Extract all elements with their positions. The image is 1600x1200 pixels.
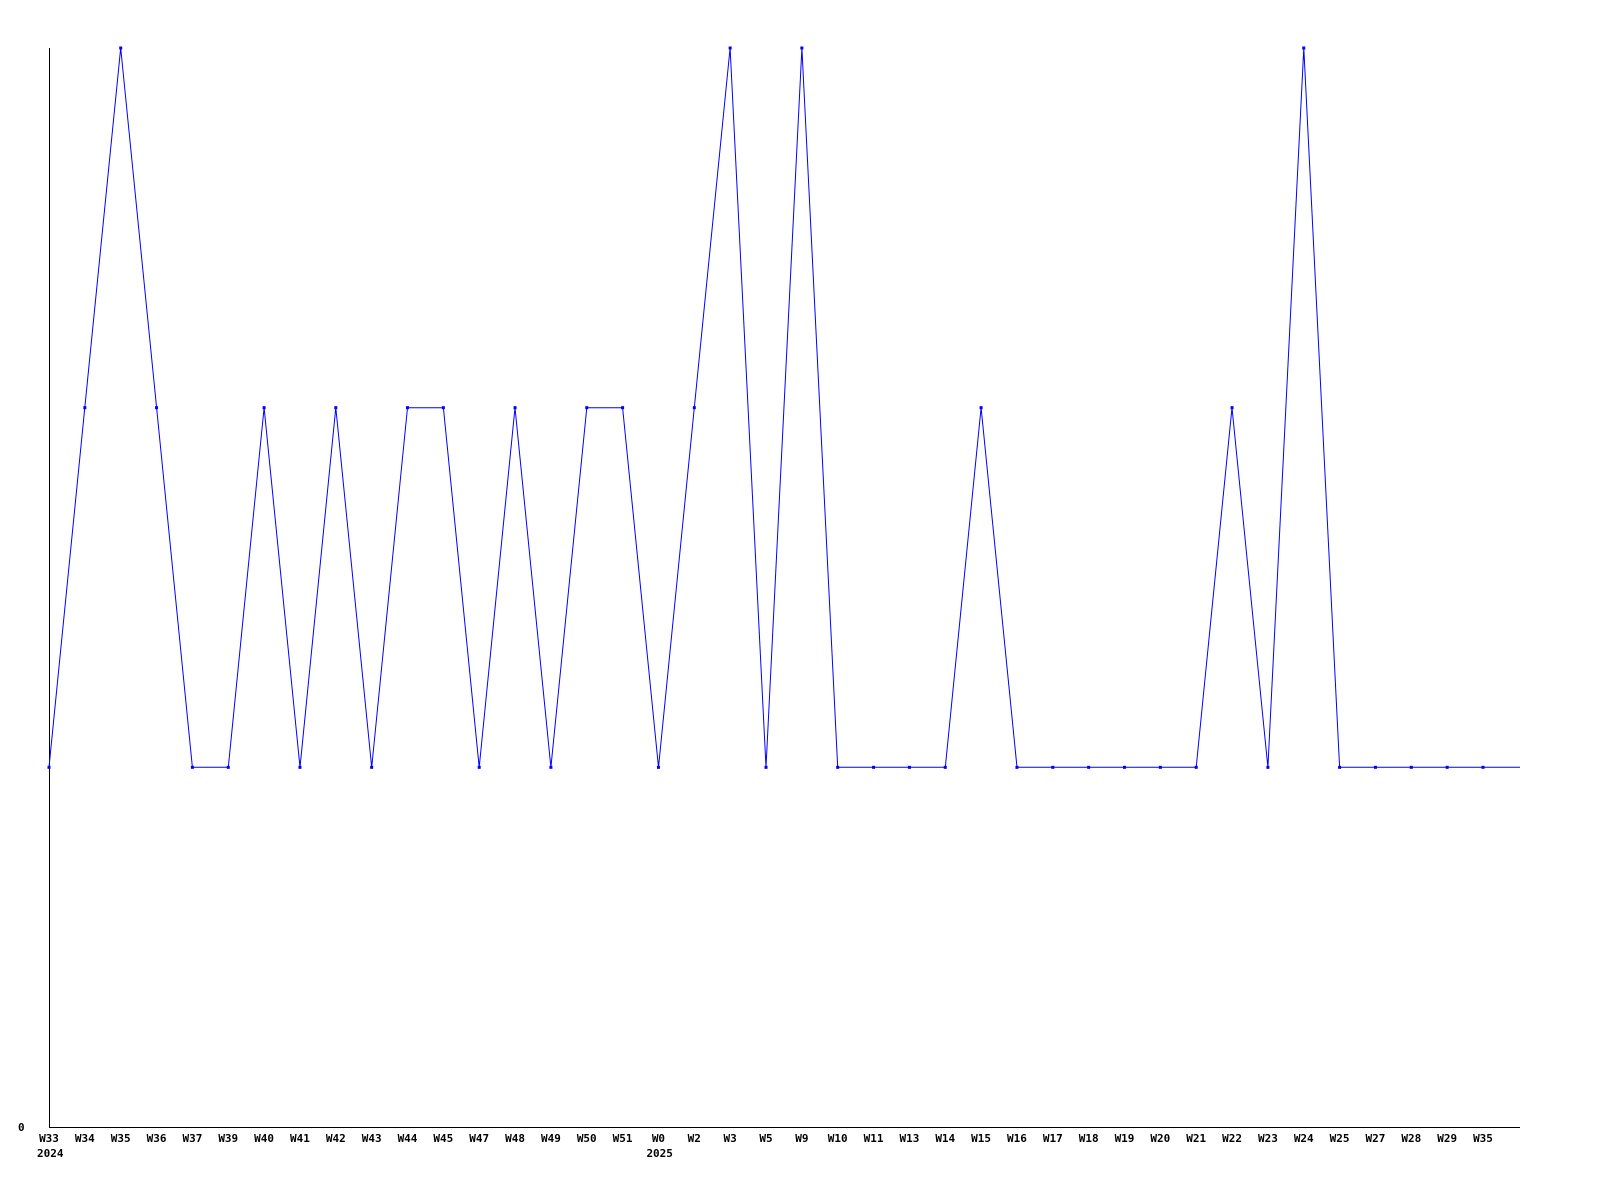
data-point [549,765,553,769]
data-point [1409,765,1413,769]
x-tick-label: W28 [1401,1132,1421,1145]
x-tick-label: W13 [899,1132,919,1145]
data-point [83,406,87,410]
x-tick-label: W33 [39,1132,59,1145]
data-point [621,406,625,410]
x-tick-label: W20 [1150,1132,1170,1145]
data-point [656,765,660,769]
data-point [943,765,947,769]
data-point [1445,765,1449,769]
x-tick-label: W14 [935,1132,955,1145]
x-tick-label: W9 [795,1132,808,1145]
x-tick-label: W11 [864,1132,884,1145]
x-tick-label: W22 [1222,1132,1242,1145]
data-point [800,46,804,50]
x-tick-label: W43 [362,1132,382,1145]
data-point [1266,765,1270,769]
data-point [1481,765,1485,769]
data-point [441,406,445,410]
x-tick-label: W35 [1473,1132,1493,1145]
x-tick-label: W0 [652,1132,665,1145]
data-point [764,765,768,769]
data-point [190,765,194,769]
x-tick-label: W50 [577,1132,597,1145]
x-tick-label: W48 [505,1132,525,1145]
x-tick-label: W19 [1115,1132,1135,1145]
data-point [836,765,840,769]
data-point [692,406,696,410]
data-point [907,765,911,769]
x-tick-label: W27 [1366,1132,1386,1145]
data-point [155,406,159,410]
data-point [1087,765,1091,769]
data-point [979,406,983,410]
x-tick-label: W49 [541,1132,561,1145]
data-point [1230,406,1234,410]
x-tick-label: W24 [1294,1132,1314,1145]
data-point [1051,765,1055,769]
data-point [262,406,266,410]
x-tick-label: W3 [724,1132,737,1145]
x-tick-label: W16 [1007,1132,1027,1145]
x-tick-label: W51 [613,1132,633,1145]
x-tick-label: W35 [111,1132,131,1145]
data-point [334,406,338,410]
x-tick-label: W42 [326,1132,346,1145]
x-tick-label: W44 [398,1132,418,1145]
x-tick-label: W36 [147,1132,167,1145]
x-tick-label: W34 [75,1132,95,1145]
x-tick-label: W25 [1330,1132,1350,1145]
data-point [1123,765,1126,769]
x-tick-label: W29 [1437,1132,1457,1145]
data-point [872,765,876,769]
x-tick-label: W21 [1186,1132,1206,1145]
data-point [513,406,517,410]
data-point [298,765,302,769]
data-point [406,406,409,410]
data-point [728,46,732,50]
data-point [370,765,374,769]
data-point [1015,765,1019,769]
series-line [48,47,1520,768]
data-point [477,765,481,769]
x-tick-label: W18 [1079,1132,1099,1145]
data-point [1338,765,1342,769]
x-tick-label: W47 [469,1132,489,1145]
x-tick-label: W15 [971,1132,991,1145]
data-point [1302,46,1306,50]
x-tick-label: W41 [290,1132,310,1145]
data-point [226,765,230,769]
x-tick-label: W17 [1043,1132,1063,1145]
y-tick-label: 0 [18,1121,25,1134]
x-tick-label: W40 [254,1132,274,1145]
x-tick-label: W5 [759,1132,772,1145]
x-tick-label: W45 [433,1132,453,1145]
data-point [1158,765,1162,769]
x-tick-label: W23 [1258,1132,1278,1145]
data-point [1194,765,1198,769]
data-point [47,765,51,769]
data-point [585,406,589,410]
data-point [119,46,123,50]
year-label: 2024 [37,1147,64,1160]
x-tick-label: W10 [828,1132,848,1145]
year-label: 2025 [646,1147,673,1160]
data-point [1373,765,1377,769]
x-tick-label: W39 [218,1132,238,1145]
x-tick-label: W37 [182,1132,202,1145]
x-tick-label: W2 [688,1132,701,1145]
